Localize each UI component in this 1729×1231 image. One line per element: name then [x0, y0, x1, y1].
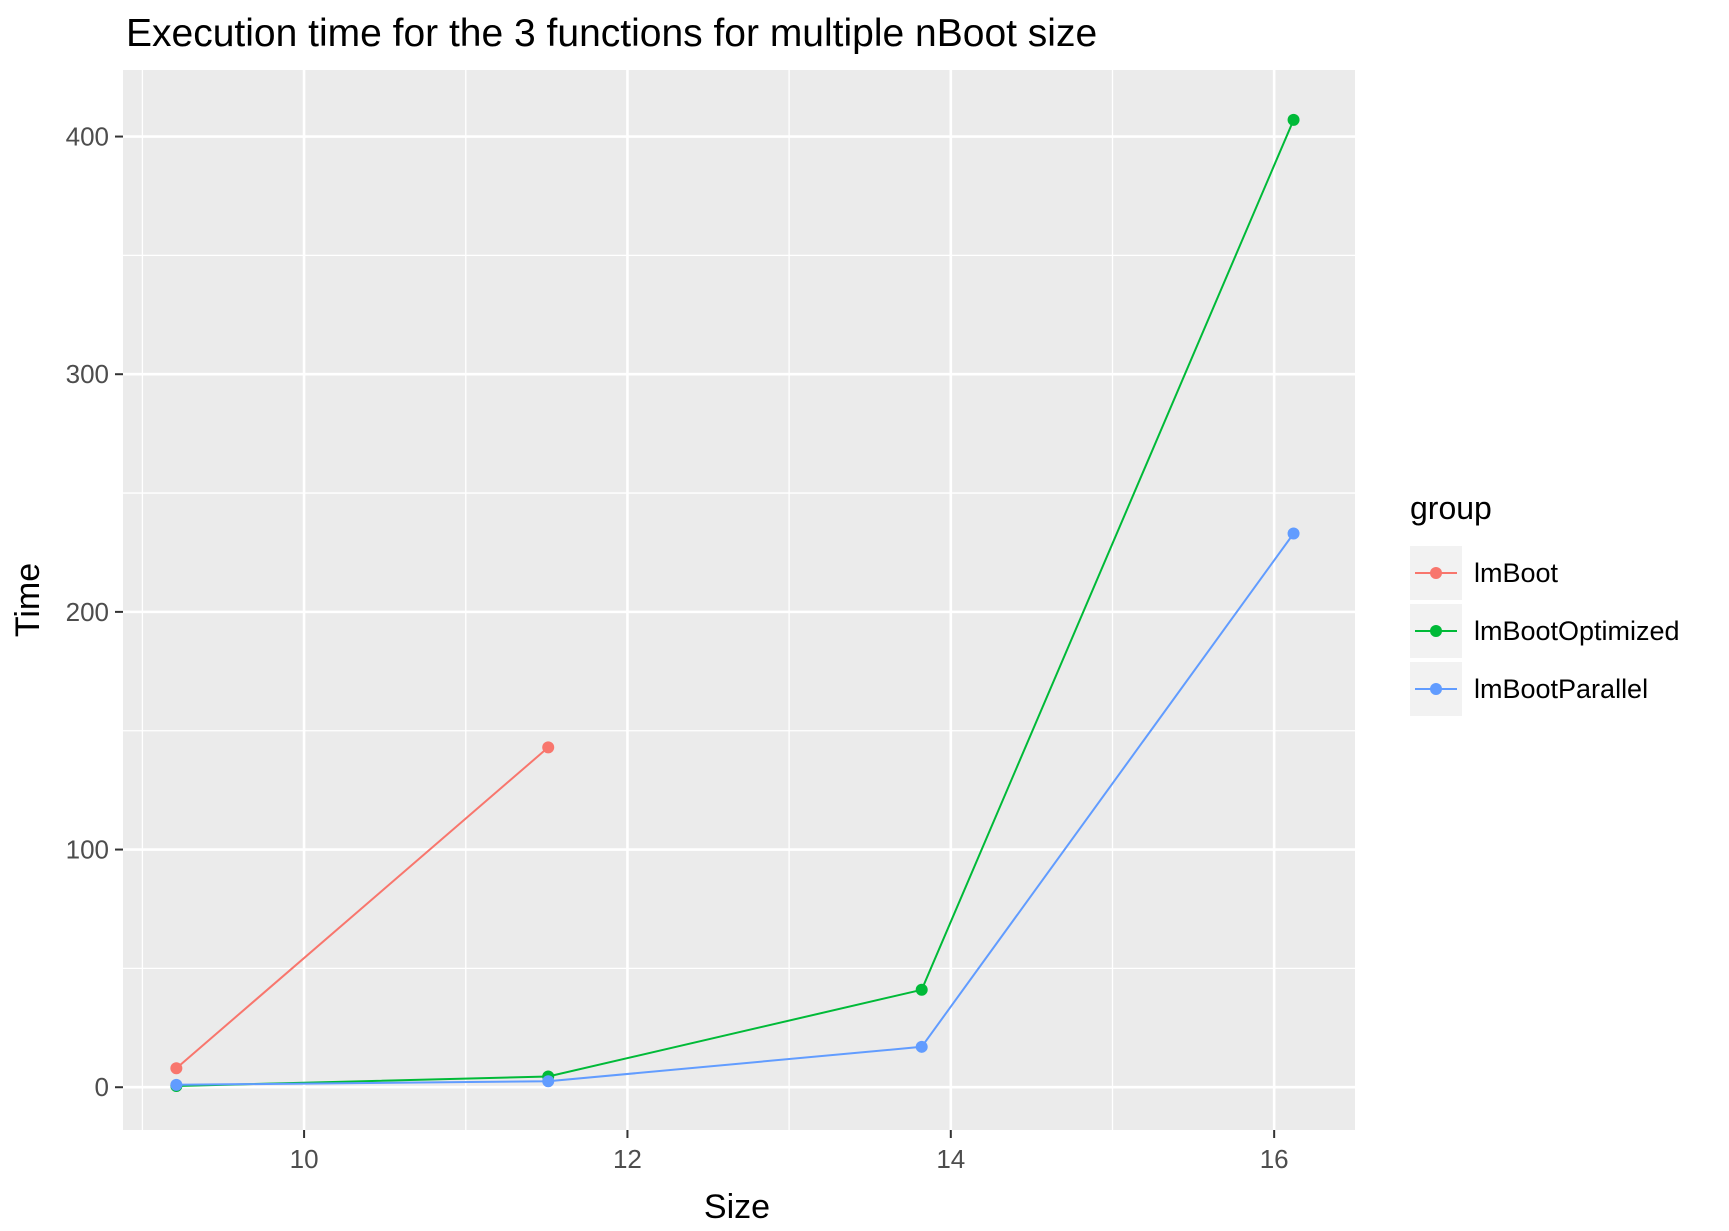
legend-marker-lmbootoptimized — [1430, 625, 1442, 637]
panel-background — [123, 70, 1355, 1130]
legend-marker-lmbootparallel — [1430, 683, 1442, 695]
data-point-lmbootoptimized — [915, 983, 928, 996]
y-tick-label: 100 — [66, 835, 109, 865]
y-tick-label: 200 — [66, 597, 109, 627]
legend: group lmBoot lmBootOptimized lmBootParalle… — [1410, 490, 1680, 716]
y-tick-label: 300 — [66, 359, 109, 389]
legend-label-lmbootparallel: lmBootParallel — [1474, 674, 1648, 704]
plot-panel — [123, 70, 1355, 1130]
legend-label-lmboot: lmBoot — [1474, 558, 1559, 588]
x-tick-label: 12 — [613, 1144, 642, 1174]
data-point-lmbootparallel — [170, 1078, 183, 1091]
data-point-lmbootparallel — [915, 1040, 928, 1053]
legend-marker-lmboot — [1430, 567, 1442, 579]
data-point-lmbootparallel — [542, 1075, 555, 1088]
x-tick-label: 14 — [936, 1144, 965, 1174]
data-point-lmbootoptimized — [1287, 113, 1300, 126]
legend-label-lmbootoptimized: lmBootOptimized — [1474, 616, 1680, 646]
legend-title: group — [1410, 490, 1492, 526]
data-point-lmboot — [170, 1062, 183, 1075]
y-axis-label: Time — [9, 563, 47, 637]
y-tick-label: 0 — [95, 1072, 109, 1102]
x-tick-label: 10 — [290, 1144, 319, 1174]
chart-title: Execution time for the 3 functions for m… — [126, 12, 1097, 55]
series-line-lmboot — [175, 746, 549, 1069]
x-axis-label: Size — [704, 1188, 770, 1226]
data-point-lmbootparallel — [1287, 527, 1300, 540]
series-line-lmbootoptimized — [176, 119, 1295, 1087]
x-tick-label: 16 — [1260, 1144, 1289, 1174]
y-tick-label: 400 — [66, 122, 109, 152]
series-line-lmbootparallel — [176, 532, 1295, 1086]
data-point-lmboot — [542, 741, 555, 754]
